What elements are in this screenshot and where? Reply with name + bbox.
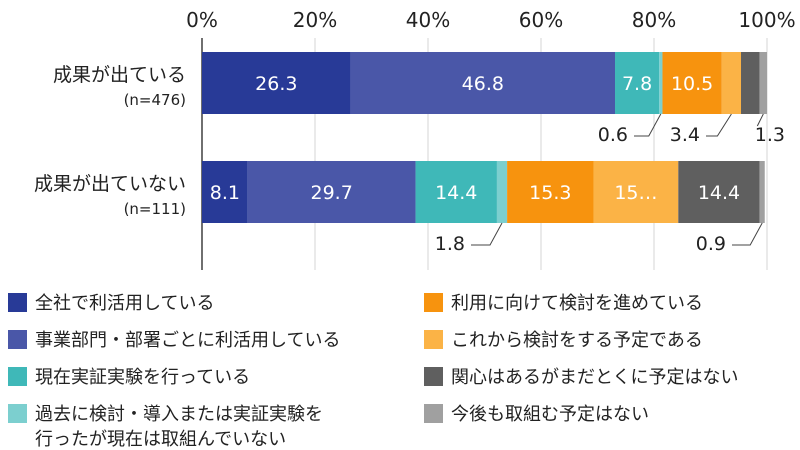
legend-swatch <box>424 330 443 349</box>
segment-label: 14.4 <box>698 182 740 204</box>
legend-label: 事業部門・部署ごとに利活用している <box>35 330 340 351</box>
segment-label: 7.8 <box>622 73 652 95</box>
segment-label: 14.4 <box>435 182 477 204</box>
callout-labels: 0.6 3.4 1.3 1.8 0.9 <box>435 113 785 255</box>
callout-leader <box>732 222 763 246</box>
bar-segment <box>350 52 616 114</box>
x-tick-label: 20% <box>293 8 337 32</box>
segment-label: 46.8 <box>462 73 504 95</box>
category-label: 成果が出ていない <box>34 173 186 195</box>
segment-label: 10.5 <box>671 73 713 95</box>
legend-swatch <box>8 293 27 312</box>
x-tick-label: 40% <box>406 8 450 32</box>
bar-segment <box>759 161 765 223</box>
segment-label: 15… <box>614 182 657 204</box>
category-n: (n=111) <box>124 200 186 218</box>
callout-leader <box>471 222 503 246</box>
segment-label: 8.1 <box>210 182 240 204</box>
bar-segment <box>721 52 742 114</box>
legend-label: これから検討をする予定である <box>451 330 703 351</box>
bar-segment <box>593 161 679 223</box>
legend-swatch <box>424 293 443 312</box>
bar-segment <box>659 52 663 114</box>
legend-label: 行ったが現在は取組んでいない <box>35 429 286 450</box>
callout-label: 0.9 <box>696 233 726 255</box>
legend-swatch <box>8 367 27 386</box>
bar-segment <box>678 161 760 223</box>
bar-segment <box>759 52 767 114</box>
legend: 全社で利活用している事業部門・部署ごとに利活用している現在実証実験を行っている過… <box>8 293 738 450</box>
callout-label: 1.3 <box>755 124 785 146</box>
x-axis-tick-labels: 0% 20% 40% 60% 80% 100% <box>186 8 795 32</box>
bar-segment <box>415 161 497 223</box>
legend-label: 過去に検討・導入または実証実験を <box>35 404 323 425</box>
legend-label: 今後も取組む予定はない <box>451 404 649 425</box>
legend-swatch <box>424 404 443 423</box>
segment-value-labels: 26.3 46.8 7.8 10.5 8.1 29.7 14.4 15.3 15… 14.4 <box>210 73 740 204</box>
legend-swatch <box>424 367 443 386</box>
legend-label: 現在実証実験を行っている <box>35 367 250 388</box>
callout-leader <box>634 113 662 137</box>
segment-label: 15.3 <box>529 182 571 204</box>
callout-label: 0.6 <box>598 124 628 146</box>
bar-segment <box>202 52 351 114</box>
bar-segment <box>615 52 660 114</box>
legend-swatch <box>8 330 27 349</box>
callout-leader <box>756 113 764 127</box>
bar-segment <box>507 161 594 223</box>
bars <box>202 52 767 223</box>
legend-swatch <box>8 404 27 423</box>
callout-leader <box>706 113 732 137</box>
bar-segment <box>662 52 722 114</box>
bar-segment <box>741 52 760 114</box>
x-tick-label: 60% <box>519 8 563 32</box>
legend-label: 関心はあるがまだとくに予定はない <box>451 367 738 388</box>
legend-label: 利用に向けて検討を進めている <box>451 293 703 314</box>
category-n: (n=476) <box>124 91 186 109</box>
legend-label: 全社で利活用している <box>35 293 214 314</box>
category-labels: 成果が出ている (n=476) 成果が出ていない (n=111) <box>34 64 186 218</box>
bar-segment <box>496 161 508 223</box>
bar-segment <box>247 161 416 223</box>
x-tick-label: 0% <box>186 8 218 32</box>
x-tick-label: 80% <box>632 8 676 32</box>
callout-label: 1.8 <box>435 233 465 255</box>
category-label: 成果が出ている <box>53 64 186 86</box>
segment-label: 26.3 <box>255 73 297 95</box>
bar-segment <box>202 161 248 223</box>
callout-label: 3.4 <box>670 124 700 146</box>
x-tick-label: 100% <box>738 8 795 32</box>
segment-label: 29.7 <box>311 182 353 204</box>
